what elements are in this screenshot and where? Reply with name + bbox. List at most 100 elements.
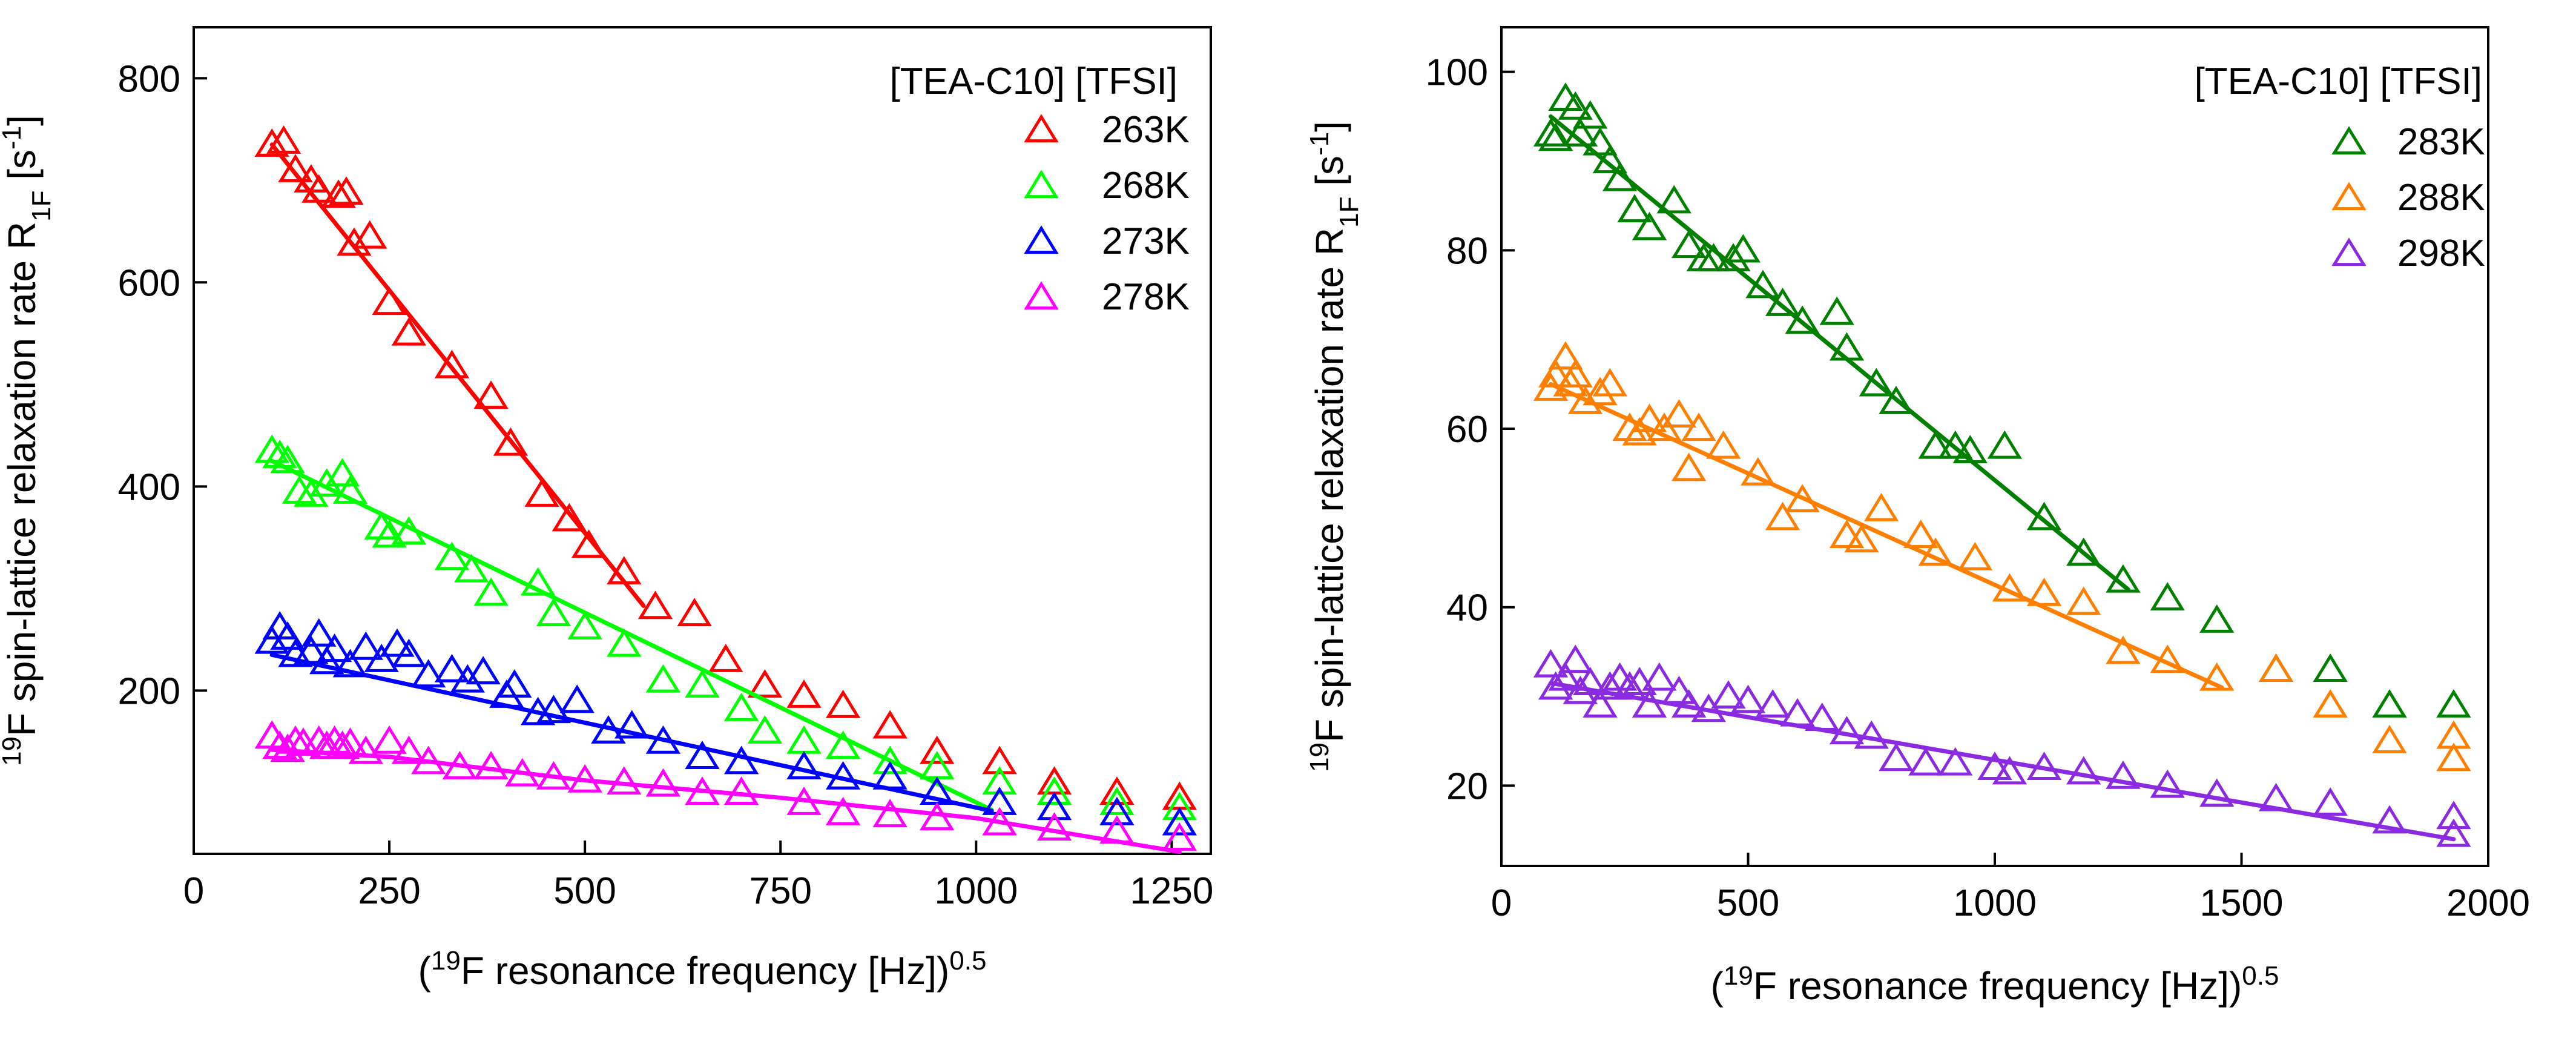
data-point-268K: [685, 669, 720, 698]
data-point-278K: [262, 730, 297, 759]
data-point-298K: [2372, 805, 2407, 834]
data-point-273K: [786, 750, 822, 779]
data-point-273K: [317, 633, 352, 662]
left-chart-panel: 0 250 500 750 1000 1250 200 400 600 800 (19F reson…: [0, 26, 1213, 993]
data-point-278K: [411, 745, 446, 775]
data-point-283K: [1819, 296, 1854, 325]
data-point-298K: [1563, 675, 1598, 704]
data-point-273K: [332, 649, 368, 678]
legend-label-263K: 263K: [1102, 109, 1190, 151]
data-point-288K: [1741, 457, 1776, 486]
data-point-283K: [1987, 430, 2022, 459]
data-point-278K: [872, 799, 908, 828]
data-point-278K: [723, 776, 759, 805]
data-point-298K: [1711, 680, 1746, 709]
legend-label-273K: 273K: [1102, 220, 1190, 262]
data-point-278K: [645, 768, 681, 797]
data-point-278K: [920, 802, 955, 831]
x-tick-label: 500: [1717, 882, 1779, 924]
data-point-273K: [559, 684, 595, 713]
data-point-298K: [1672, 689, 1707, 718]
data-point-283K: [1829, 332, 1865, 361]
x-tick-label: 1250: [1130, 870, 1213, 912]
data-point-273K: [411, 659, 446, 688]
data-point-268K: [1099, 786, 1135, 815]
data-point-278K: [332, 727, 368, 756]
data-point-268K: [270, 444, 305, 474]
data-point-273K: [450, 664, 485, 693]
data-point-268K: [454, 553, 489, 583]
data-point-278K: [825, 796, 861, 825]
data-point-283K: [1583, 127, 1618, 156]
x-tick-label: 0: [1491, 882, 1512, 924]
data-point-283K: [2026, 501, 2062, 530]
data-point-263K: [708, 644, 743, 672]
data-point-298K: [2436, 801, 2471, 830]
data-point-273K: [434, 653, 470, 682]
data-point-283K: [1573, 100, 1608, 129]
data-point-298K: [1755, 689, 1790, 718]
data-point-288K: [1681, 412, 1716, 441]
data-point-268K: [262, 439, 297, 468]
data-point-278K: [685, 776, 720, 805]
y-axis-title: 19F spin-lattice relaxation rate R1F [s-…: [1305, 121, 1364, 772]
data-point-263K: [607, 556, 642, 584]
data-point-288K: [1829, 520, 1865, 548]
data-point-298K: [1805, 702, 1840, 731]
data-point-283K: [1538, 122, 1573, 151]
legend-marker-278K: [1024, 281, 1059, 310]
legend-label-298K: 298K: [2397, 233, 2485, 274]
y-tick-label: 100: [1426, 52, 1488, 94]
data-point-298K: [1977, 752, 2012, 781]
data-point-298K: [1622, 667, 1657, 696]
data-point-278K: [1162, 822, 1197, 851]
y-tick-label: 60: [1446, 409, 1488, 451]
data-point-263K: [301, 174, 337, 203]
right-chart-panel: 0 500 1000 1500 2000 20 40 60 80 100 (19F resonanc…: [1305, 26, 2530, 1008]
data-point-298K: [1730, 684, 1766, 713]
data-point-298K: [1592, 671, 1627, 700]
data-point-278K: [567, 764, 602, 793]
data-point-268K: [982, 766, 1017, 795]
data-point-288K: [1583, 377, 1618, 406]
data-point-298K: [2436, 818, 2471, 847]
data-point-273K: [591, 715, 626, 744]
data-point-298K: [1533, 649, 1569, 678]
data-point-283K: [2313, 653, 2348, 682]
data-point-278K: [473, 750, 509, 779]
legend-label-288K: 288K: [2397, 177, 2485, 219]
data-point-283K: [1632, 211, 1667, 240]
data-point-263K: [391, 317, 427, 346]
x-tick-label: 1000: [1953, 882, 2037, 924]
data-point-273K: [614, 710, 650, 739]
data-point-278K: [1099, 815, 1135, 844]
legend-label-278K: 278K: [1102, 276, 1190, 318]
x-tick-label: 1500: [2200, 882, 2284, 924]
legend-marker-268K: [1024, 170, 1059, 199]
data-point-263K: [266, 125, 301, 154]
x-axis-title: (19F resonance frequency [Hz])0.5: [418, 946, 987, 993]
y-tick-label: 40: [1446, 587, 1488, 629]
data-point-283K: [1765, 287, 1800, 316]
data-point-288K: [1903, 520, 1939, 548]
data-point-288K: [2199, 662, 2235, 691]
legend-title: [TEA-C10] [TFSI]: [2195, 61, 2482, 102]
data-point-273K: [364, 644, 399, 672]
data-point-268K: [786, 725, 822, 754]
data-point-278K: [607, 766, 642, 795]
data-point-263K: [982, 745, 1017, 775]
data-point-283K: [1879, 386, 1914, 414]
data-point-283K: [1696, 243, 1731, 272]
data-point-283K: [2150, 582, 2185, 611]
data-point-288K: [2313, 689, 2348, 718]
data-point-283K: [1672, 230, 1707, 259]
data-point-273K: [270, 621, 305, 650]
data-point-268K: [645, 664, 681, 693]
data-point-288K: [2066, 586, 2101, 615]
data-point-298K: [1558, 644, 1593, 673]
data-point-298K: [1854, 720, 1889, 749]
data-point-288K: [1632, 403, 1667, 432]
data-point-268K: [309, 468, 344, 497]
data-point-263K: [352, 220, 387, 249]
